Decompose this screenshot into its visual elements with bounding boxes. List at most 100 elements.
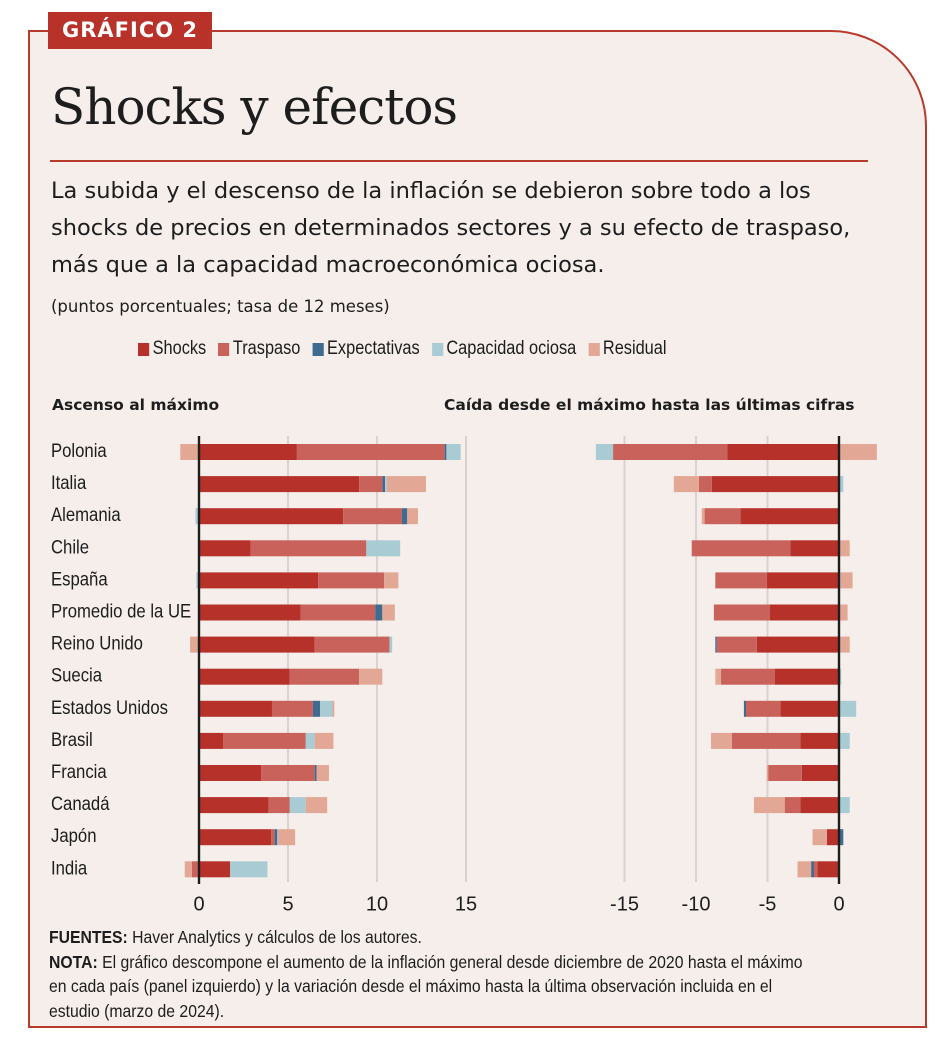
right-bar-promedio-de-la-ue-traspaso xyxy=(713,604,770,621)
left-bar-india-traspaso xyxy=(191,861,199,878)
left-bar-suecia-shocks xyxy=(199,668,290,685)
right-bar-promedio-de-la-ue-residual xyxy=(839,604,848,621)
left-bar-estados-unidos-shocks xyxy=(199,700,272,717)
right-bar-reino-unido-residual xyxy=(839,636,850,653)
category-label: Italia xyxy=(51,472,86,493)
right-bar-italia-capacidad-ociosa xyxy=(839,476,844,493)
right-bar-francia-traspaso xyxy=(768,765,802,781)
chart-subtitle: La subida y el descenso de la inflación … xyxy=(51,178,851,278)
category-label: Reino Unido xyxy=(51,633,143,654)
left-bar-polonia-shocks xyxy=(199,444,297,460)
right-bar-chile-traspaso xyxy=(691,540,791,557)
left-bar-italia-traspaso xyxy=(359,476,383,493)
right-bar-espana-shocks xyxy=(766,572,839,589)
left-bar-espana-traspaso xyxy=(318,572,385,589)
right-bar-alemania-shocks xyxy=(740,508,839,525)
category-label: Alemania xyxy=(51,504,121,525)
right-bar-polonia-traspaso xyxy=(613,444,728,460)
left-bar-chile-traspaso xyxy=(250,540,367,557)
legend-item-expectativas: Expectativas xyxy=(312,338,420,360)
left-bar-italia-capacidad-ociosa xyxy=(385,476,387,493)
legend-item-capacidad: Capacidad ociosa xyxy=(431,338,577,360)
left-bar-alemania-traspaso xyxy=(343,508,402,525)
right-bar-brasil-shocks xyxy=(800,732,839,749)
left-bar-promedio-de-la-ue-traspaso xyxy=(300,604,376,621)
left-bar-polonia-traspaso xyxy=(296,444,445,460)
left-bar-estados-unidos-residual xyxy=(332,700,335,717)
right-bar-estados-unidos-expectativas xyxy=(743,700,747,717)
left-bar-alemania-capacidad-ociosa xyxy=(195,508,199,525)
right-bar-canada-shocks xyxy=(800,797,839,814)
right-bar-estados-unidos-shocks xyxy=(780,700,839,717)
left-bar-espana-capacidad-ociosa xyxy=(196,572,199,589)
legend-item-shocks: Shocks xyxy=(138,338,206,360)
left-bar-chile-capacidad-ociosa xyxy=(366,540,401,557)
left-bar-canada-capacidad-ociosa xyxy=(289,797,306,814)
right-bar-francia-shocks xyxy=(801,765,839,781)
right-bar-italia-residual xyxy=(673,476,699,493)
left-bar-reino-unido-residual xyxy=(190,636,199,653)
left-bar-brasil-shocks xyxy=(199,732,224,749)
right-bar-espana-residual xyxy=(840,572,853,589)
chart-panel xyxy=(28,30,927,1028)
right-bar-reino-unido-shocks xyxy=(756,636,839,653)
left-bar-polonia-capacidad-ociosa xyxy=(446,444,461,460)
right-bar-polonia-shocks xyxy=(727,444,839,460)
right-bar-india-traspaso xyxy=(813,861,818,878)
left-bar-estados-unidos-traspaso xyxy=(271,700,313,717)
right-bar-brasil-residual xyxy=(711,732,732,749)
right-bar-suecia-residual xyxy=(715,668,722,685)
left-bar-italia-expectativas xyxy=(382,476,386,493)
right-bar-chile-shocks xyxy=(790,540,839,557)
right-bar-alemania-traspaso xyxy=(704,508,741,525)
legend-label: Capacidad ociosa xyxy=(446,338,577,359)
right-bar-promedio-de-la-ue-shocks xyxy=(769,604,839,621)
chart-title: Shocks y efectos xyxy=(51,78,458,136)
right-bar-japon-expectativas xyxy=(839,829,844,846)
right-bar-canada-residual xyxy=(753,797,785,814)
right-bar-india-residual xyxy=(797,861,812,878)
legend: Shocks Traspaso Expectativas Capacidad o… xyxy=(138,338,666,360)
left-panel-title: Ascenso al máximo xyxy=(52,396,220,414)
category-label: Promedio de la UE xyxy=(51,601,191,622)
left-bar-japon-expectativas xyxy=(274,829,278,846)
right-bar-suecia-shocks xyxy=(774,668,839,685)
legend-swatch xyxy=(431,342,443,356)
left-bar-canada-shocks xyxy=(199,797,269,814)
left-bar-suecia-traspaso xyxy=(289,668,360,685)
left-bar-brasil-traspaso xyxy=(223,732,306,749)
legend-swatch xyxy=(588,342,600,356)
left-bar-reino-unido-traspaso xyxy=(314,636,390,653)
right-bar-polonia-capacidad-ociosa xyxy=(595,444,614,460)
left-bar-japon-residual xyxy=(278,829,296,846)
left-bar-polonia-residual xyxy=(180,444,199,460)
left-bar-canada-traspaso xyxy=(268,797,290,814)
left-bar-promedio-de-la-ue-expectativas xyxy=(375,604,383,621)
legend-swatch xyxy=(218,342,230,356)
legend-item-traspaso: Traspaso xyxy=(218,338,300,360)
left-bar-estados-unidos-capacidad-ociosa xyxy=(320,700,333,717)
left-bar-reino-unido-capacidad-ociosa xyxy=(389,636,393,653)
left-bar-estados-unidos-expectativas xyxy=(312,700,321,717)
left-bar-india-capacidad-ociosa xyxy=(230,861,268,878)
left-bar-japon-traspaso xyxy=(271,829,275,846)
note-line: NOTA: El gráfico descompone el aumento d… xyxy=(49,950,823,1024)
left-bar-alemania-shocks xyxy=(199,508,344,525)
right-bar-india-expectativas xyxy=(811,861,814,878)
left-bar-japon-shocks xyxy=(199,829,272,846)
left-bar-india-residual xyxy=(184,861,192,878)
right-bar-polonia-residual xyxy=(839,444,877,460)
left-bar-brasil-capacidad-ociosa xyxy=(305,732,315,749)
right-bar-suecia-traspaso xyxy=(721,668,775,685)
source-note: FUENTES: Haver Analytics y cálculos de l… xyxy=(49,925,823,1023)
right-bar-reino-unido-traspaso xyxy=(716,636,757,653)
right-bar-italia-traspaso xyxy=(698,476,712,493)
right-tick-label: -15 xyxy=(610,893,639,915)
left-bar-francia-shocks xyxy=(199,765,262,781)
left-bar-italia-residual xyxy=(386,476,426,493)
note-text: El gráfico descompone el aumento de la i… xyxy=(49,951,803,1021)
left-bar-india-shocks xyxy=(199,861,231,878)
right-bar-chile-residual xyxy=(839,540,850,557)
left-bar-promedio-de-la-ue-shocks xyxy=(199,604,301,621)
